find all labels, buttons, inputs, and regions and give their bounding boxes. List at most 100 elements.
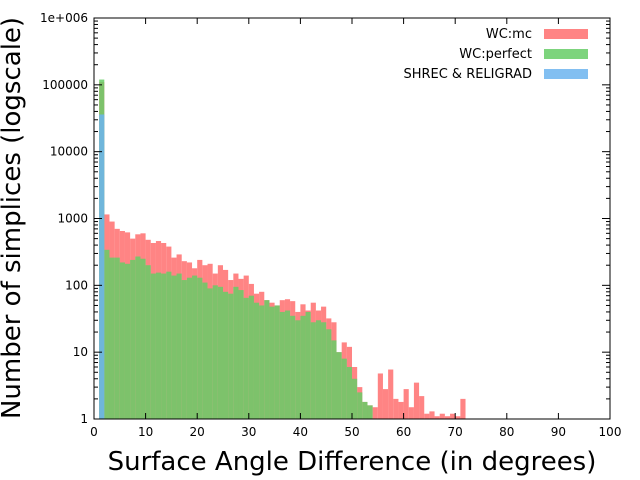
- bar-s0-57: [393, 398, 399, 419]
- bar-s1-50: [357, 392, 363, 419]
- x-tick-label: 0: [90, 425, 98, 439]
- bar-s0-59: [403, 389, 409, 419]
- bar-s1-27: [238, 290, 244, 419]
- bar-s1-3: [114, 257, 120, 419]
- legend-label: WC:mc: [486, 27, 532, 42]
- bar-s0-61: [413, 382, 420, 419]
- y-tick-label: 1000: [57, 212, 88, 226]
- bar-s1-18: [192, 275, 198, 419]
- bar-s1-17: [186, 277, 193, 419]
- x-tick-label: 40: [293, 425, 308, 439]
- bar-s0-53: [372, 407, 378, 419]
- bar-s0-64: [429, 411, 435, 419]
- bar-s0-62: [419, 396, 425, 419]
- bar-s0-66: [439, 413, 445, 419]
- bar-s1-25: [228, 293, 234, 419]
- bar-s1-19: [197, 277, 203, 419]
- y-tick-label: 10: [73, 345, 88, 359]
- bar-s1-34: [274, 305, 280, 419]
- bar-s1-30: [253, 302, 260, 419]
- x-axis-title: Surface Angle Difference (in degrees): [108, 447, 597, 477]
- bar-s0-63: [424, 413, 430, 419]
- x-tick-label: 50: [344, 425, 359, 439]
- x-tick-label: 90: [551, 425, 566, 439]
- bar-s1-9: [145, 265, 151, 419]
- y-axis-ticks: 1 10 100 1000 10000 100000 1e+006: [40, 11, 610, 426]
- bar-s1-26: [233, 286, 239, 419]
- bar-s1-47: [341, 358, 347, 419]
- bar-s0-54: [377, 373, 383, 419]
- bar-s1-33: [269, 306, 275, 419]
- bar-s1-23: [217, 286, 223, 419]
- x-tick-label: 60: [396, 425, 411, 439]
- bar-s1-52: [367, 405, 373, 419]
- bars-layer: [99, 79, 466, 420]
- series-1: [99, 79, 373, 419]
- bar-s1-13: [166, 271, 172, 419]
- bar-s1-32: [264, 300, 270, 419]
- series-2: [99, 114, 105, 420]
- bar-s0-68: [450, 413, 456, 419]
- x-axis-ticks: 0 10 20 30 40 50 60 70 80 90 100: [90, 18, 621, 439]
- x-tick-label: 10: [138, 425, 153, 439]
- bar-s1-10: [150, 273, 156, 419]
- y-axis-title: Number of simplices (logscale): [0, 17, 27, 419]
- bar-s1-24: [223, 291, 229, 419]
- bar-s1-39: [300, 315, 306, 419]
- bar-s1-45: [331, 340, 337, 419]
- bar-s0-69: [455, 416, 461, 419]
- y-tick-label: 1: [80, 412, 88, 426]
- bar-s1-28: [243, 297, 249, 419]
- bar-s1-35: [279, 311, 285, 419]
- bar-s0-67: [444, 416, 451, 419]
- bar-s0-60: [408, 407, 414, 419]
- bar-s0-58: [398, 401, 404, 419]
- y-tick-label: 100000: [42, 78, 88, 92]
- legend-label: SHREC & RELIGRAD: [403, 67, 532, 82]
- bar-s1-14: [171, 275, 177, 419]
- bar-s0-56: [388, 369, 394, 419]
- bar-s1-7: [135, 256, 141, 419]
- bar-s1-4: [119, 262, 125, 419]
- bar-s1-41: [310, 322, 316, 419]
- y-tick-label: 10000: [50, 145, 88, 159]
- x-tick-label: 70: [448, 425, 463, 439]
- bar-s1-11: [155, 272, 162, 419]
- bar-s1-37: [290, 315, 296, 419]
- bar-s1-1: [104, 249, 110, 419]
- bar-s1-20: [202, 282, 208, 419]
- bar-s0-55: [382, 389, 389, 419]
- legend-swatch: [544, 29, 588, 39]
- y-tick-label: 100: [65, 278, 88, 292]
- bar-s1-51: [362, 401, 368, 419]
- bar-s1-16: [181, 280, 187, 419]
- bar-s2-0: [99, 114, 105, 420]
- bar-s1-6: [130, 259, 136, 419]
- bar-s1-8: [140, 258, 146, 419]
- bar-s1-22: [212, 285, 218, 419]
- legend-swatch: [544, 49, 588, 59]
- bar-s1-48: [346, 366, 352, 419]
- x-tick-label: 30: [241, 425, 256, 439]
- y-tick-label: 1e+006: [40, 11, 88, 25]
- bar-s0-70: [460, 398, 466, 419]
- bar-s1-49: [352, 378, 358, 419]
- bar-s1-5: [124, 263, 131, 419]
- x-tick-label: 100: [599, 425, 622, 439]
- bar-s1-36: [284, 310, 291, 419]
- bar-s1-31: [259, 305, 265, 419]
- x-tick-label: 80: [499, 425, 514, 439]
- bar-s1-12: [161, 273, 167, 419]
- bar-s1-44: [326, 329, 332, 419]
- bar-s1-29: [248, 295, 254, 419]
- bar-s0-65: [434, 416, 440, 419]
- x-tick-label: 20: [190, 425, 205, 439]
- bar-s1-40: [305, 311, 311, 419]
- bar-s1-38: [295, 320, 301, 419]
- bar-s1-43: [321, 322, 327, 419]
- legend: WC:mc WC:perfect SHREC & RELIGRAD: [403, 27, 588, 82]
- legend-swatch: [544, 69, 588, 79]
- bar-s1-2: [109, 257, 115, 419]
- bar-s1-46: [336, 352, 342, 419]
